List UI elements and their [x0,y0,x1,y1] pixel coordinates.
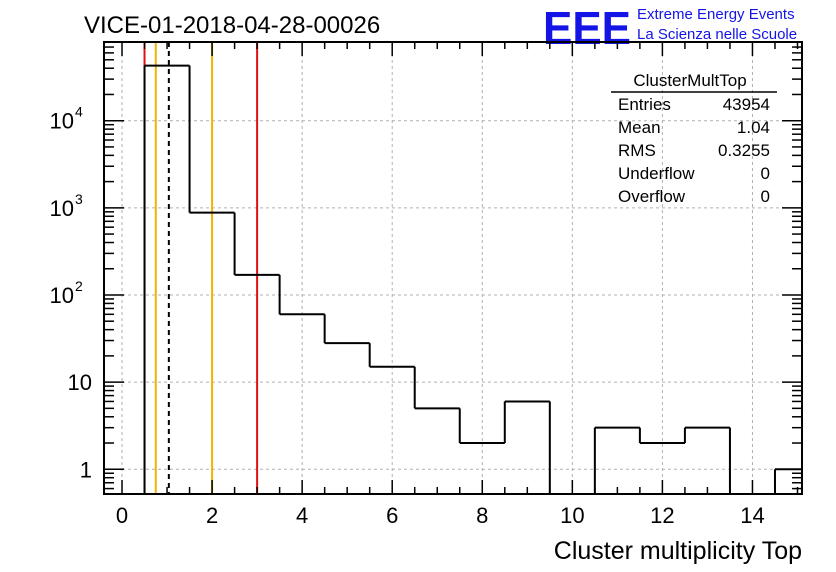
stats-row-value: 43954 [723,95,770,114]
plot-frame [103,41,803,495]
run-title: VICE-01-2018-04-28-00026 [84,12,380,39]
y-tick-exponent: 2 [75,278,83,294]
x-tick-label: 0 [116,503,128,528]
stats-row-value: 0 [761,187,770,206]
stats-row-label: Entries [618,95,671,114]
stats-row-value: 0 [761,164,770,183]
y-tick-exponent: 4 [75,104,83,120]
x-tick-label: 12 [650,503,674,528]
x-tick-label: 10 [560,503,584,528]
grid-lines [104,42,802,494]
x-tick-label: 14 [740,503,764,528]
x-tick-label: 2 [206,503,218,528]
y-tick-label: 1 [80,457,92,482]
y-tick-label: 10 [68,370,92,395]
marker-lines [143,42,259,494]
stats-row-label: Underflow [618,164,695,183]
stats-row-label: RMS [618,141,656,160]
y-tick-label: 10 [50,196,74,221]
y-tick-label: 10 [50,109,74,134]
stats-row-value: 1.04 [737,118,770,137]
logo-line-1: Extreme Energy Events [637,6,795,23]
x-tick-label: 8 [476,503,488,528]
y-tick-exponent: 3 [75,191,83,207]
stats-row-label: Overflow [618,187,686,206]
x-axis-label: Cluster multiplicity Top [554,537,802,565]
stats-box: ClusterMultTop Entries 43954 Mean 1.04 RMS 0.… [611,71,777,206]
histogram-bars [143,64,802,494]
x-tick-label: 6 [386,503,398,528]
logo-line-2: La Scienza nelle Scuole [637,26,797,43]
stats-title: ClusterMultTop [633,71,746,90]
stats-row-label: Mean [618,118,661,137]
x-tick-label: 4 [296,503,308,528]
eee-logo-letters: EEE [543,2,631,54]
stats-row-value: 0.3255 [718,141,770,160]
y-tick-label: 10 [50,283,74,308]
